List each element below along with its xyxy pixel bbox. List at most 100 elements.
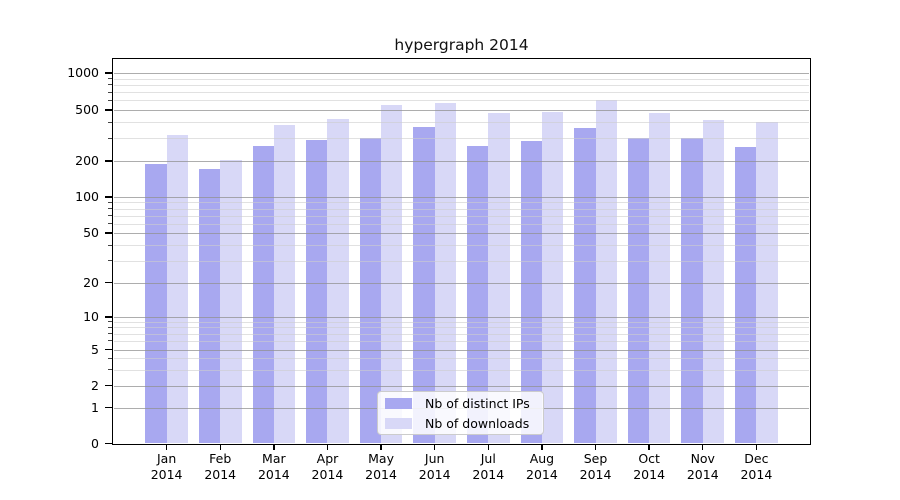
y-axis-tick [105,281,112,284]
gridline-major [114,110,809,111]
x-axis-tick [433,445,436,450]
bar-may-ips [359,138,382,444]
x-tick-label: Dec 2014 [740,450,773,483]
y-axis-minor-tick [107,91,112,93]
gridline-major [114,233,809,234]
y-axis-minor-tick [107,215,112,217]
y-axis-minor-tick [107,99,112,101]
bar-dec-ips [735,147,757,444]
y-tick-label: 500 [75,102,99,117]
y-tick-label: 5 [91,341,99,357]
legend-item-distinct-ips: Nb of distinct IPs [378,393,543,413]
y-tick-label: 200 [75,153,99,168]
gridline-minor [114,321,809,323]
bar-jul-ips [467,146,489,444]
x-axis-tick [165,445,168,450]
bar-jan-downloads [166,134,188,444]
x-tick-label: May 2014 [365,450,397,483]
gridline-minor [114,369,809,371]
x-tick-label: Jul 2014 [472,450,505,483]
gridline-major [114,73,809,74]
y-tick-label: 20 [83,274,99,290]
x-axis-tick [380,445,382,450]
gridline-minor [114,100,809,102]
bar-sep-downloads [595,100,617,444]
bar-jun-ips [413,126,435,444]
x-tick-label: Mar 2014 [257,450,290,483]
gridline-minor [114,327,809,329]
legend-label-downloads: Nb of downloads [425,415,530,431]
bar-mar-ips [252,146,274,444]
y-axis-minor-tick [107,121,112,123]
y-tick-label: 0 [91,435,99,451]
x-tick-label: Nov 2014 [686,450,719,483]
gridline-minor [114,92,809,94]
x-axis-tick [219,445,221,450]
y-axis-minor-tick [107,357,112,359]
gridline-minor [114,358,809,360]
y-axis-tick [105,196,112,198]
y-axis-minor-tick [107,260,112,262]
y-axis-tick [105,384,112,387]
x-axis-tick [487,445,489,450]
gridline-minor [114,215,809,217]
y-tick-label: 1 [91,399,99,415]
x-tick-label: Aug 2014 [526,450,558,483]
y-axis-minor-tick [107,340,112,342]
gridline-major [114,197,809,198]
gridline-major [114,385,809,387]
bar-apr-downloads [327,119,349,444]
bar-nov-downloads [702,119,725,444]
y-axis-minor-tick [107,244,112,246]
gridline-minor [114,245,809,247]
y-axis-minor-tick [107,137,112,139]
y-tick-label: 10 [83,309,99,324]
y-tick-label: 2 [91,377,99,393]
bar-mar-downloads [273,125,296,444]
x-tick-label: Jun 2014 [418,450,451,483]
bar-oct-downloads [649,113,671,444]
y-axis-tick [105,348,112,351]
x-tick-label: Jan 2014 [150,450,183,483]
bar-jan-ips [145,163,167,444]
y-axis-tick [105,442,112,445]
gridline-minor [114,260,809,262]
gridline-minor [114,202,809,204]
x-axis-tick [702,445,704,450]
bar-nov-ips [681,138,703,444]
bar-apr-ips [306,140,328,444]
y-axis-tick [105,232,112,234]
bar-oct-ips [627,137,650,444]
y-tick-label: 50 [83,225,99,240]
x-axis-tick [594,445,597,450]
x-tick-label: Sep 2014 [579,450,612,483]
y-tick-label: 100 [75,189,99,204]
gridline-minor [114,208,809,210]
bar-jul-downloads [488,112,510,444]
y-axis-tick [105,109,112,111]
legend: Nb of distinct IPs Nb of downloads [377,391,544,435]
bar-feb-downloads [220,159,242,444]
x-axis-tick [326,445,329,450]
x-tick-label: Oct 2014 [633,450,666,483]
y-axis-minor-tick [107,84,112,86]
y-tick-label: 1000 [67,65,99,80]
legend-label-distinct-ips: Nb of distinct IPs [425,395,530,411]
x-axis-tick [648,445,650,450]
legend-swatch-downloads [385,417,412,429]
x-axis-tick [755,445,758,450]
bar-aug-ips [520,141,542,444]
y-axis-minor-tick [107,201,112,203]
gridline-major [114,349,809,351]
bar-sep-ips [574,128,596,444]
x-axis-tick [273,445,275,450]
x-tick-label: Apr 2014 [311,450,344,483]
gridline-major [114,282,809,284]
legend-swatch-distinct-ips [385,397,412,409]
y-axis-tick [105,72,112,74]
x-axis-tick [541,445,543,450]
gridline-minor [114,122,809,124]
legend-item-downloads: Nb of downloads [378,413,543,433]
y-axis-minor-tick [107,78,112,80]
gridline-minor [114,78,809,80]
